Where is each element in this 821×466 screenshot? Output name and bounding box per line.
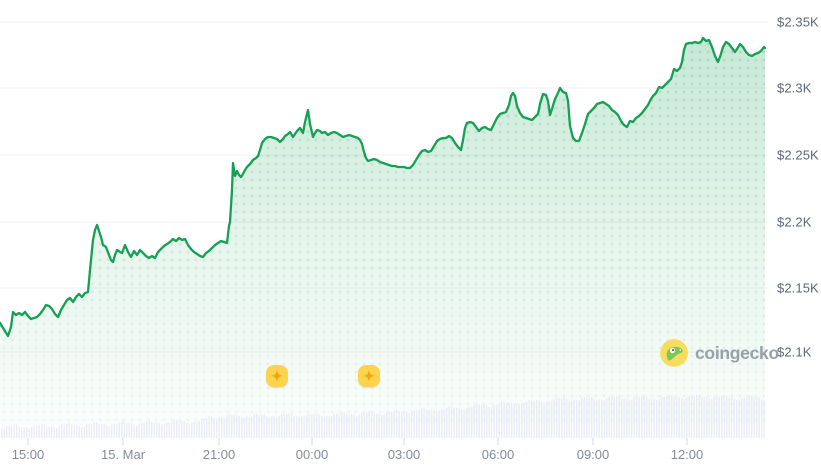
gecko-logo-icon bbox=[660, 339, 688, 367]
y-axis-label: $2.3K bbox=[777, 80, 812, 96]
x-axis-label: 00:00 bbox=[295, 447, 329, 462]
y-axis-label: $2.1K bbox=[777, 344, 812, 360]
x-axis-label: 06:00 bbox=[481, 447, 515, 462]
price-line bbox=[0, 36, 767, 338]
x-axis-label: 12:00 bbox=[670, 447, 704, 462]
coingecko-watermark: coingecko bbox=[660, 339, 779, 367]
price-area-fill bbox=[0, 38, 765, 425]
y-axis-label: $2.2K bbox=[777, 214, 812, 230]
y-axis-label: $2.15K bbox=[777, 280, 819, 296]
x-axis-label: 03:00 bbox=[387, 447, 421, 462]
sparkle-glyph: ✦ bbox=[363, 368, 375, 384]
volume-bars bbox=[1, 394, 765, 438]
watermark-label: coingecko bbox=[695, 342, 779, 363]
x-axis-label: 21:00 bbox=[202, 447, 236, 462]
sparkle-glyph: ✦ bbox=[271, 368, 283, 384]
x-axis-label: 09:00 bbox=[576, 447, 610, 462]
y-axis-label: $2.35K bbox=[777, 14, 819, 30]
x-axis-label: 15. Mar bbox=[100, 447, 146, 462]
y-axis-label: $2.25K bbox=[777, 147, 819, 163]
x-axis-label: 15:00 bbox=[11, 447, 45, 462]
sparkle-star-icon[interactable]: ✦ bbox=[266, 365, 288, 387]
x-axis-ticks bbox=[27, 438, 688, 445]
sparkle-star-icon[interactable]: ✦ bbox=[358, 365, 380, 387]
